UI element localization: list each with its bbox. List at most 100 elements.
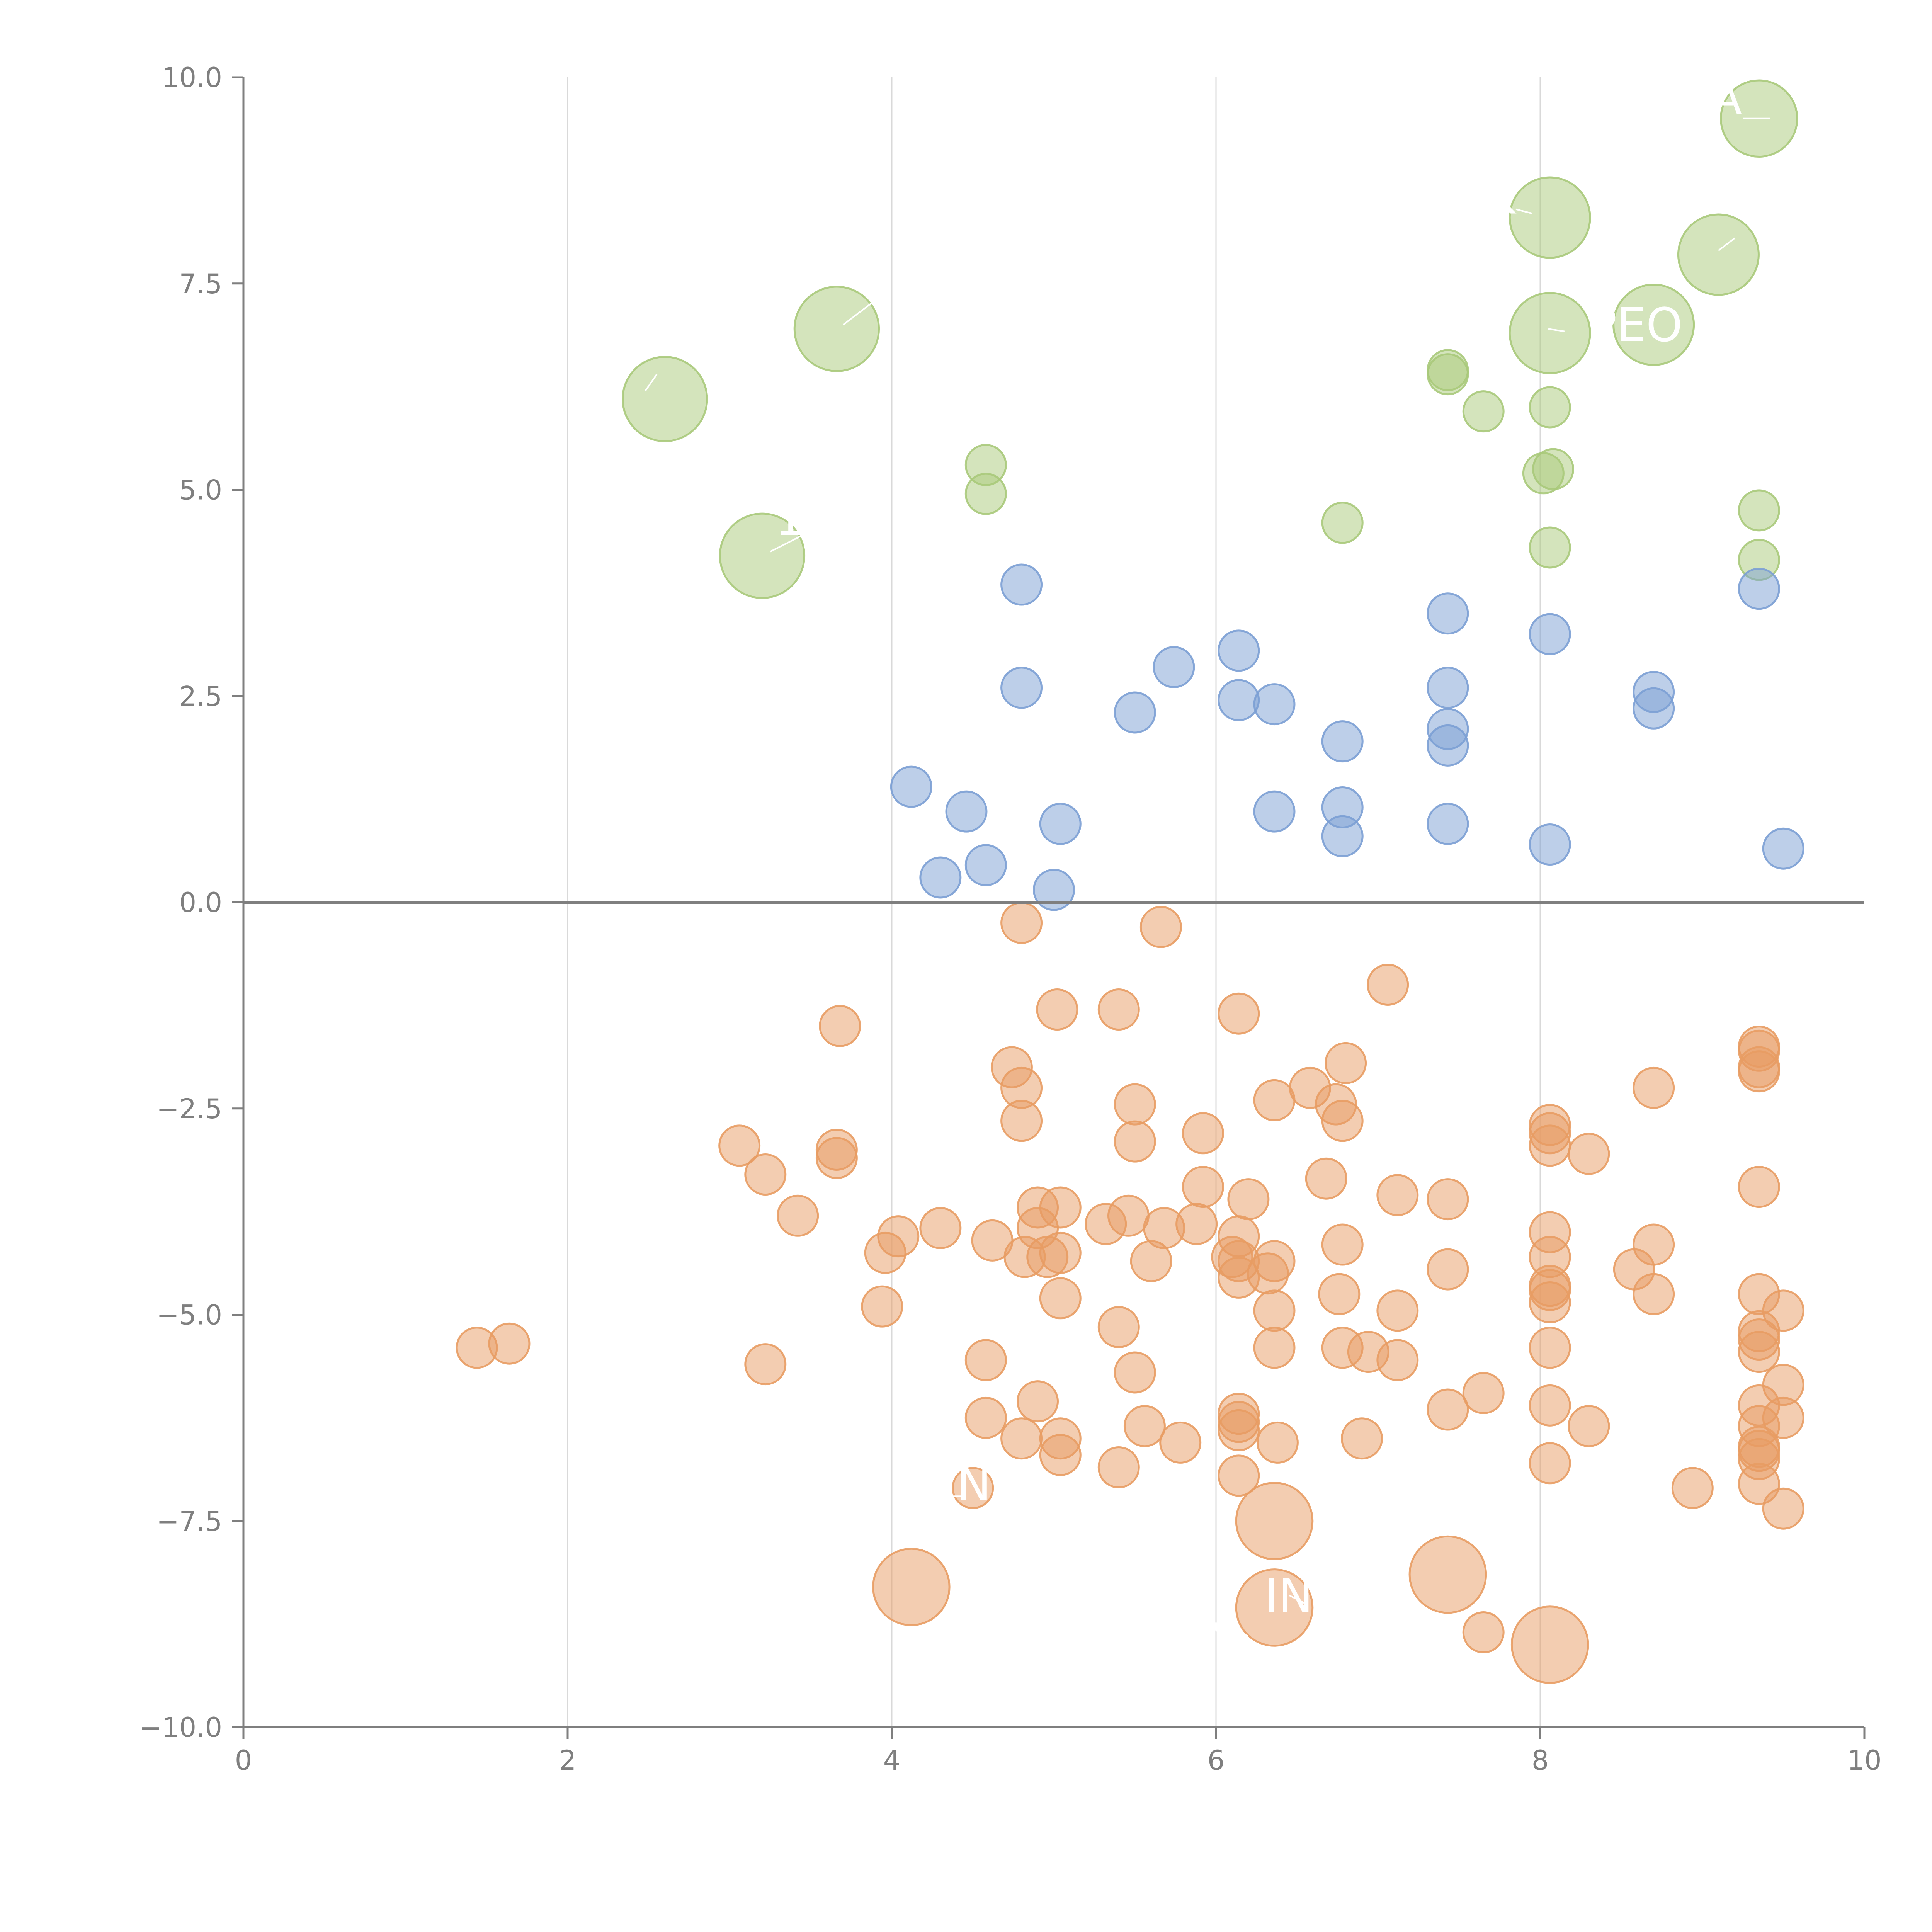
orange-bubble <box>1671 1467 1714 1509</box>
blue-bubble <box>1153 646 1195 689</box>
y-tick-label: −7.5 <box>156 1505 222 1537</box>
blue-bubble <box>1039 803 1082 845</box>
annotation-leader <box>1515 208 1532 214</box>
orange-bubble <box>1114 1120 1156 1163</box>
orange-bubble <box>1738 1331 1780 1373</box>
blue-bubble <box>890 765 932 808</box>
y-tick-label: 2.5 <box>179 680 222 712</box>
blue-bubble <box>1000 667 1043 709</box>
orange-bubble <box>1633 1066 1675 1109</box>
orange-bubble <box>964 1396 1007 1439</box>
green-bubble <box>1738 489 1780 532</box>
green-bubble <box>1509 176 1591 259</box>
orange-bubble <box>1182 1112 1224 1155</box>
orange-bubble <box>1529 1384 1571 1427</box>
y-tick-label: 5.0 <box>179 474 222 506</box>
orange-bubble <box>1114 1083 1156 1126</box>
x-tick-label: 2 <box>559 1745 577 1776</box>
orange-bubble <box>1529 1442 1571 1485</box>
orange-bubble <box>1114 1351 1156 1394</box>
green-bubble <box>793 286 880 372</box>
green-bubble <box>719 512 806 599</box>
annotation-label: S <box>862 249 892 303</box>
orange-bubble <box>1529 1124 1571 1167</box>
x-tick-label: 0 <box>235 1745 252 1776</box>
orange-bubble <box>1039 1434 1082 1476</box>
blue-bubble <box>1033 869 1075 911</box>
annotation-leader <box>770 534 803 553</box>
blue-bubble <box>1114 691 1156 734</box>
orange-bubble <box>1427 1388 1469 1431</box>
orange-bubble <box>1376 1174 1419 1216</box>
orange-bubble <box>488 1322 531 1365</box>
green-bubble <box>1427 353 1469 396</box>
green-bubble <box>1529 526 1571 569</box>
orange-bubble <box>819 1005 861 1047</box>
orange-bubble <box>1235 1568 1314 1647</box>
orange-bubble <box>1253 1327 1296 1369</box>
annotation-label: 1 <box>775 493 804 546</box>
orange-bubble <box>1253 1289 1296 1332</box>
orange-bubble <box>1123 1405 1166 1447</box>
orange-bubble <box>1427 1248 1469 1291</box>
green-bubble <box>622 355 708 442</box>
y-tick-label: −10.0 <box>139 1712 222 1743</box>
blue-bubble <box>1218 629 1260 672</box>
orange-bubble <box>1017 1380 1059 1423</box>
orange-bubble <box>1408 1535 1487 1614</box>
orange-bubble <box>861 1285 903 1328</box>
x-tick-label: 4 <box>883 1745 901 1776</box>
orange-bubble <box>1318 1273 1361 1315</box>
annotation-label: IN <box>1265 1569 1313 1623</box>
y-tick-label: 0.0 <box>179 887 222 918</box>
orange-bubble <box>1321 1100 1364 1142</box>
orange-bubble <box>1762 1487 1804 1530</box>
orange-bubble <box>1510 1605 1589 1684</box>
orange-bubble <box>1218 1454 1260 1497</box>
orange-bubble <box>1159 1421 1202 1464</box>
blue-bubble <box>1000 563 1043 606</box>
x-tick-label: 6 <box>1208 1745 1225 1776</box>
orange-bubble <box>1341 1417 1383 1460</box>
orange-bubble <box>1529 1327 1571 1369</box>
annotation-leader <box>842 299 876 326</box>
orange-bubble <box>1235 1481 1314 1560</box>
orange-bubble <box>1130 1240 1172 1282</box>
blue-bubble <box>1427 803 1469 845</box>
orange-bubble <box>1000 901 1043 944</box>
blue-bubble <box>1633 687 1675 730</box>
orange-bubble <box>1139 906 1182 948</box>
green-bubble <box>1509 292 1591 374</box>
orange-bubble <box>1462 1611 1505 1653</box>
orange-bubble <box>1253 1079 1296 1121</box>
x-tick-label: 8 <box>1532 1745 1549 1776</box>
y-tick-label: −2.5 <box>156 1093 222 1125</box>
annotation-leader <box>1288 1594 1306 1604</box>
annotation-label: T <box>583 328 612 381</box>
orange-bubble <box>1218 992 1260 1035</box>
blue-bubble <box>1762 827 1804 870</box>
axis-layer: 0 2 4 6 8 10 10.0 7.5 5.0 2.5 0.0 −2.5 −5.0 −7.5 −10.0 <box>139 62 1881 1776</box>
orange-bubble <box>952 1467 994 1509</box>
orange-bubble <box>1325 1042 1367 1084</box>
orange-bubble <box>1182 1166 1224 1208</box>
orange-bubble <box>1376 1289 1419 1332</box>
label-layer: A K U S PEO T 1 N IN X <box>583 72 1788 1656</box>
blue-bubble <box>1253 790 1296 833</box>
orange-bubble <box>1036 988 1078 1031</box>
orange-bubble <box>815 1137 858 1179</box>
orange-bubble <box>1227 1178 1270 1221</box>
blue-bubble <box>964 844 1007 886</box>
green-bubble <box>1677 213 1760 296</box>
y-tick-label: 10.0 <box>162 62 222 94</box>
orange-bubble <box>864 1231 906 1274</box>
orange-bubble <box>964 1339 1007 1381</box>
blue-bubble <box>1253 683 1296 726</box>
orange-bubble <box>718 1124 761 1167</box>
blue-bubble <box>1529 613 1571 655</box>
orange-bubble <box>919 1207 962 1249</box>
annotation-label: U <box>1754 208 1788 262</box>
x-tick-label: 10 <box>1847 1745 1881 1776</box>
